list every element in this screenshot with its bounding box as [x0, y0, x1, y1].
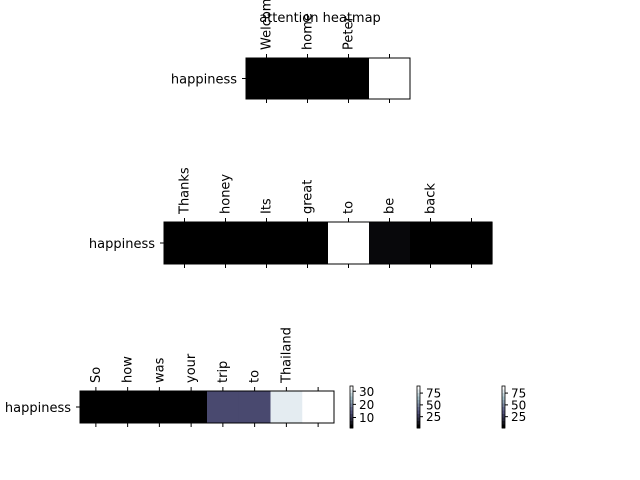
heatmap-2-token-label: be: [383, 198, 398, 214]
colorbar-3-segment: [502, 414, 505, 418]
heatmap-3-cell: [143, 391, 176, 423]
heatmap-1-cell: [328, 58, 370, 99]
colorbar-3-tick-label: 75: [511, 387, 526, 401]
heatmap-2-cell: [451, 222, 493, 264]
heatmap-2-cell: [369, 222, 411, 264]
heatmap-2-cell: [328, 222, 370, 264]
heatmap-3-row-label: happiness: [5, 401, 71, 416]
colorbar-1-segment: [350, 407, 353, 411]
colorbar-3-tick-label: 25: [511, 410, 526, 424]
colorbar-2-segment: [417, 396, 420, 401]
heatmap-3-token-label: So: [89, 367, 104, 383]
heatmap-3-token-label: Thailand: [279, 327, 294, 384]
heatmap-1-cell: [246, 58, 288, 99]
heatmap-3-token-label: your: [184, 353, 199, 383]
heatmap-3-token-label: trip: [216, 361, 231, 383]
colorbar-2-segment: [417, 400, 420, 404]
colorbar-2-segment: [417, 414, 420, 418]
colorbar-1-segment: [350, 424, 353, 429]
colorbar-1-segment: [350, 414, 353, 418]
heatmap-2-token-label: Thanks: [178, 167, 193, 215]
colorbar-2-segment: [417, 424, 420, 429]
heatmap-3-cell: [80, 391, 113, 423]
colorbar-1-segment: [350, 393, 353, 397]
colorbar-2-tick-label: 50: [426, 398, 441, 412]
colorbar-1-segment: [350, 403, 353, 408]
colorbar-3-segment: [502, 417, 505, 422]
colorbar-3-tick-label: 50: [511, 398, 526, 412]
colorbar-2-segment: [417, 410, 420, 415]
heatmap-2-token-label: honey: [219, 174, 234, 214]
heatmap-2-token-label: to: [342, 201, 357, 214]
colorbar-2-segment: [417, 403, 420, 408]
colorbar-1-frame: [349, 385, 354, 429]
colorbar-2-segment: [417, 389, 420, 394]
heatmap-3-cell: [270, 391, 303, 423]
heatmap-2-cell: [246, 222, 288, 264]
colorbar-2-frame: [416, 385, 421, 429]
colorbar-1-tick-label: 10: [359, 411, 374, 425]
heatmap-1-token-label: Peter: [342, 16, 357, 50]
chart-title: attention heatmap: [259, 11, 381, 26]
colorbar-3-segment: [502, 421, 505, 425]
heatmap-3-token-label: how: [121, 356, 136, 383]
colorbar-3-segment: [502, 407, 505, 411]
heatmap-1-cell: [287, 58, 329, 99]
colorbar-2-segment: [417, 386, 420, 390]
colorbar-1-segment: [350, 400, 353, 404]
heatmap-3-cell: [302, 391, 335, 423]
heatmap-2-token-label: Its: [260, 198, 275, 214]
colorbar-2-segment: [417, 407, 420, 411]
heatmap-1-row-label: happiness: [171, 73, 237, 88]
colorbar-2-segment: [417, 393, 420, 397]
heatmap-2-token-label: back: [424, 183, 439, 214]
heatmap-2-cell: [164, 222, 206, 264]
colorbar-3-segment: [502, 389, 505, 394]
heatmap-2-token-label: great: [301, 180, 316, 214]
heatmap-3-cell: [111, 391, 145, 423]
heatmap-1-token-label: Welcome: [260, 0, 275, 50]
colorbar-1-segment: [350, 389, 353, 394]
heatmap-2-cell: [410, 222, 452, 264]
colorbar-3-segment: [502, 386, 505, 390]
colorbar-1-segment: [350, 386, 353, 390]
colorbar-3-segment: [502, 396, 505, 401]
colorbar-1-tick-label: 30: [359, 385, 374, 399]
heatmap-3-cell: [207, 391, 240, 423]
colorbar-1-segment: [350, 421, 353, 425]
heatmap-3-token-label: to: [248, 370, 263, 383]
colorbar-3-segment: [502, 410, 505, 415]
heatmap-2-cell: [205, 222, 247, 264]
heatmap-1-token-label: home: [301, 13, 316, 50]
heatmap-2-row-label: happiness: [89, 237, 155, 252]
colorbar-3-segment: [502, 393, 505, 397]
colorbar-2-segment: [417, 421, 420, 425]
colorbar-1-segment: [350, 417, 353, 422]
colorbar-1-segment: [350, 396, 353, 401]
colorbar-1-tick-label: 20: [359, 398, 374, 412]
heatmap-2-cell: [287, 222, 329, 264]
heatmap-1-cell: [369, 58, 411, 99]
colorbar-3-frame: [501, 385, 506, 429]
heatmap-3-cell: [238, 391, 272, 423]
colorbar-2-tick-label: 25: [426, 410, 441, 424]
colorbar-2-tick-label: 75: [426, 387, 441, 401]
colorbar-3-segment: [502, 400, 505, 404]
heatmap-3-token-label: was: [152, 357, 167, 383]
colorbar-3-segment: [502, 403, 505, 408]
colorbar-2-segment: [417, 417, 420, 422]
heatmap-3-cell: [175, 391, 208, 423]
colorbar-3-segment: [502, 424, 505, 429]
colorbar-1-segment: [350, 410, 353, 415]
